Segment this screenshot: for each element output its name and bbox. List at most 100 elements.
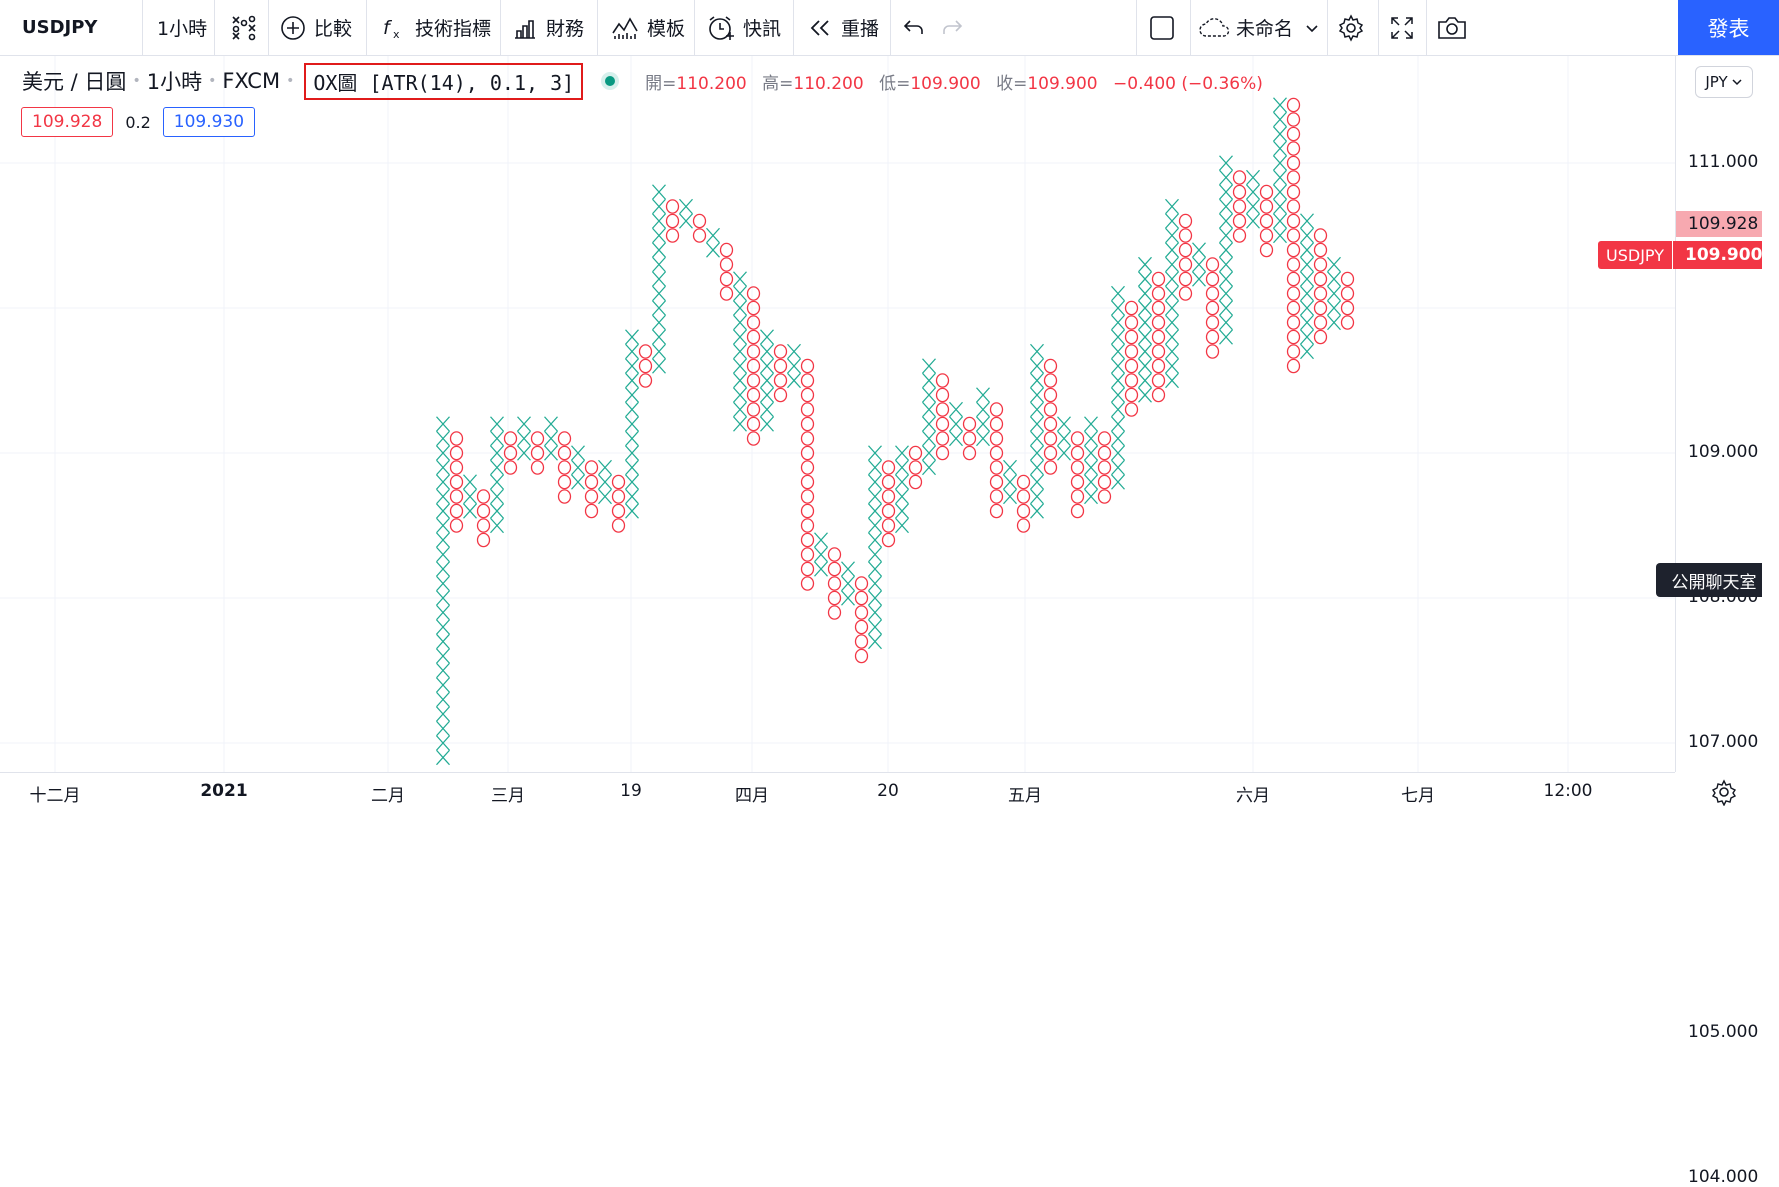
financials-button[interactable]: 財務 (512, 0, 584, 55)
o-box (557, 489, 572, 504)
chart-style-label[interactable]: OX圖 [ATR(14), 0.1, 3] (304, 62, 584, 100)
o-box (1259, 199, 1274, 214)
x-box (652, 184, 666, 200)
x-box (814, 561, 828, 577)
x-box (1111, 343, 1125, 360)
gear-icon (1338, 13, 1364, 42)
o-box (1286, 184, 1301, 200)
o-box (584, 489, 599, 504)
o-box (1340, 300, 1355, 316)
redo-button[interactable] (940, 0, 964, 55)
o-box (1178, 257, 1193, 272)
buy-price-button[interactable]: 109.930 (162, 107, 256, 137)
x-box (868, 517, 882, 534)
o-box (584, 460, 599, 475)
o-box (800, 503, 815, 519)
x-box (1111, 445, 1125, 461)
x-box (625, 416, 639, 432)
x-box (1111, 300, 1125, 316)
x-box (436, 619, 450, 635)
toolbar-divider (366, 0, 367, 55)
svg-text:f: f (383, 17, 393, 39)
x-box (1300, 227, 1314, 244)
x-box (652, 285, 666, 302)
o-box (1070, 503, 1085, 519)
fullscreen-layout-button[interactable] (1148, 0, 1176, 55)
indicators-button[interactable]: f x 技術指標 (381, 0, 491, 55)
x-column (895, 445, 909, 534)
redo-icon (943, 19, 963, 34)
legend-separator: • (286, 73, 295, 89)
compare-label: 比較 (314, 18, 353, 40)
o-box (665, 228, 680, 243)
x-box (1219, 198, 1233, 215)
o-box (476, 532, 491, 548)
chart-pane[interactable] (0, 56, 1675, 772)
o-box (1286, 228, 1301, 243)
template-icon (612, 16, 638, 39)
chart-type-button[interactable] (229, 0, 259, 55)
fullscreen-button[interactable] (1388, 0, 1416, 55)
x-box (571, 474, 585, 490)
layout-menu-button[interactable]: 未命名 (1198, 0, 1321, 55)
x-box (706, 227, 720, 244)
public-chat-button[interactable]: 公開聊天室 (1656, 563, 1772, 597)
x-column (1219, 155, 1233, 345)
o-box (1313, 257, 1328, 272)
o-box (773, 387, 788, 403)
alerts-button[interactable]: 快訊 (707, 0, 781, 55)
settings-button[interactable] (1336, 0, 1366, 55)
x-box (1327, 271, 1341, 287)
gear-icon[interactable] (1710, 778, 1738, 806)
o-box (611, 503, 626, 519)
templates-button[interactable]: 模板 (611, 0, 685, 55)
sell-price-button[interactable]: 109.928 (21, 107, 114, 137)
x-box (625, 459, 639, 476)
snapshot-button[interactable] (1436, 0, 1468, 55)
x-box (1192, 271, 1206, 287)
compare-button[interactable]: 比較 (280, 0, 352, 55)
x-box (625, 488, 639, 505)
o-box (1070, 445, 1085, 461)
o-box (908, 460, 923, 475)
o-box (1124, 358, 1139, 374)
x-box (868, 488, 882, 505)
symbol-search-button[interactable]: USDJPY (22, 17, 98, 38)
replay-button[interactable]: 重播 (807, 0, 879, 55)
x-box (1300, 256, 1314, 273)
undo-button[interactable] (902, 0, 926, 55)
x-box (1300, 300, 1314, 316)
publish-button[interactable]: 發表 (1678, 0, 1779, 55)
o-box (719, 242, 734, 258)
x-box (1219, 329, 1233, 345)
x-box (1219, 271, 1233, 287)
symbol-description[interactable]: 美元 / 日圓 (22, 70, 127, 94)
x-box (544, 416, 558, 432)
symbol-tag-price: 109.900 (1671, 241, 1775, 269)
o-box (557, 431, 572, 446)
camera-icon (1438, 16, 1466, 39)
x-box (436, 648, 450, 664)
x-box (625, 401, 639, 418)
symbol-price-tag: USDJPY 109.900 (1598, 241, 1775, 269)
o-box (1043, 431, 1058, 446)
x-box (841, 590, 855, 606)
o-column (1259, 184, 1274, 258)
chevron-down-icon (1306, 24, 1318, 32)
x-box (463, 503, 477, 519)
expand-icon (1391, 16, 1413, 39)
currency-button[interactable]: JPY (1695, 66, 1753, 98)
o-box (800, 358, 815, 374)
layout-name: 未命名 (1236, 18, 1294, 40)
x-box (1300, 343, 1314, 360)
o-box (962, 431, 977, 446)
interval-button[interactable]: 1小時 (157, 18, 208, 40)
o-column (1151, 271, 1166, 403)
o-box (638, 358, 653, 374)
x-box (517, 416, 531, 432)
o-box (1043, 387, 1058, 403)
x-box (1300, 213, 1314, 229)
o-box (1151, 373, 1166, 388)
x-column (1300, 213, 1314, 360)
x-box (1138, 256, 1152, 273)
